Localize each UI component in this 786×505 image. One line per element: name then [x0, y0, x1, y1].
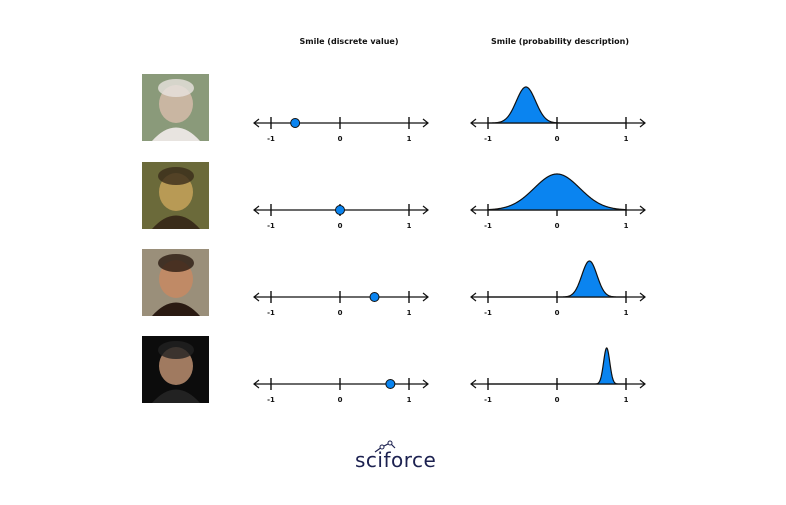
discrete-value-point: [290, 118, 301, 128]
face-image: [142, 336, 209, 403]
prob-row1-arrow-left-icon: [470, 118, 477, 128]
discrete-row4-arrow-right-icon: [422, 379, 429, 389]
prob-row1-arrow-right-icon: [639, 118, 646, 128]
probability-distribution-curve: [487, 173, 627, 211]
logo-sciforce: sciforce: [355, 448, 437, 472]
prob-row4-tick-label: 0: [555, 396, 560, 404]
face-image: [142, 162, 209, 229]
discrete-row1-tick-label: 1: [407, 135, 412, 143]
prob-row4-arrow-left-icon: [470, 379, 477, 389]
discrete-row3-arrow-left-icon: [253, 292, 260, 302]
discrete-row1-tick-label: -1: [267, 135, 275, 143]
discrete-row2-tick-label: -1: [267, 222, 275, 230]
discrete-row3-tick-label: -1: [267, 309, 275, 317]
photo-girl: [142, 249, 209, 316]
discrete-row4-tick-label: -1: [267, 396, 275, 404]
prob-row4-tick-label: 1: [624, 396, 629, 404]
prob-row3-arrow-right-icon: [639, 292, 646, 302]
prob-row2-tick-label: 1: [624, 222, 629, 230]
discrete-row3-arrow-right-icon: [422, 292, 429, 302]
prob-row4-arrow-right-icon: [639, 379, 646, 389]
discrete-value-point: [335, 205, 345, 215]
prob-row4-tick-label: -1: [484, 396, 492, 404]
header-discrete: Smile (discrete value): [299, 37, 399, 46]
probability-distribution-curve: [488, 260, 626, 298]
discrete-row3-tick-label: 0: [338, 309, 343, 317]
prob-row1-tick-label: 1: [624, 135, 629, 143]
prob-row3-tick-label: 1: [624, 309, 629, 317]
discrete-row3-tick-label: 1: [407, 309, 412, 317]
discrete-row4-tick-label: 0: [338, 396, 343, 404]
header-probability: Smile (probability description): [490, 37, 630, 46]
discrete-row2-arrow-right-icon: [422, 205, 429, 215]
discrete-row2-tick-label: 0: [338, 222, 343, 230]
face-image: [142, 74, 209, 141]
discrete-row2-tick-label: 1: [407, 222, 412, 230]
logo-mark-icon: [374, 440, 396, 453]
diagram: -1 0 1 -1 0 1 -1 0 1 -1 0 1 -1 0 1 -1 0 1 -1 0 1 -1 0 1: [253, 86, 646, 404]
probability-distribution-curve: [487, 86, 626, 124]
prob-row1-tick-label: 0: [555, 135, 560, 143]
discrete-value-point: [369, 292, 380, 302]
discrete-row4-arrow-left-icon: [253, 379, 260, 389]
discrete-value-point: [385, 379, 396, 389]
photo-boy: [142, 74, 209, 141]
discrete-row1-arrow-right-icon: [422, 118, 429, 128]
prob-row2-arrow-left-icon: [470, 205, 477, 215]
prob-row1-tick-label: -1: [484, 135, 492, 143]
prob-row2-tick-label: 0: [555, 222, 560, 230]
discrete-row4-tick-label: 1: [407, 396, 412, 404]
prob-row2-arrow-right-icon: [639, 205, 646, 215]
photo-man: [142, 336, 209, 403]
discrete-row1-arrow-left-icon: [253, 118, 260, 128]
discrete-row1-tick-label: 0: [338, 135, 343, 143]
prob-row3-tick-label: 0: [555, 309, 560, 317]
probability-distribution-curve: [488, 347, 626, 385]
prob-row2-tick-label: -1: [484, 222, 492, 230]
prob-row3-tick-label: -1: [484, 309, 492, 317]
face-image: [142, 249, 209, 316]
photo-mona-lisa: [142, 162, 209, 229]
prob-row3-arrow-left-icon: [470, 292, 477, 302]
discrete-row2-arrow-left-icon: [253, 205, 260, 215]
